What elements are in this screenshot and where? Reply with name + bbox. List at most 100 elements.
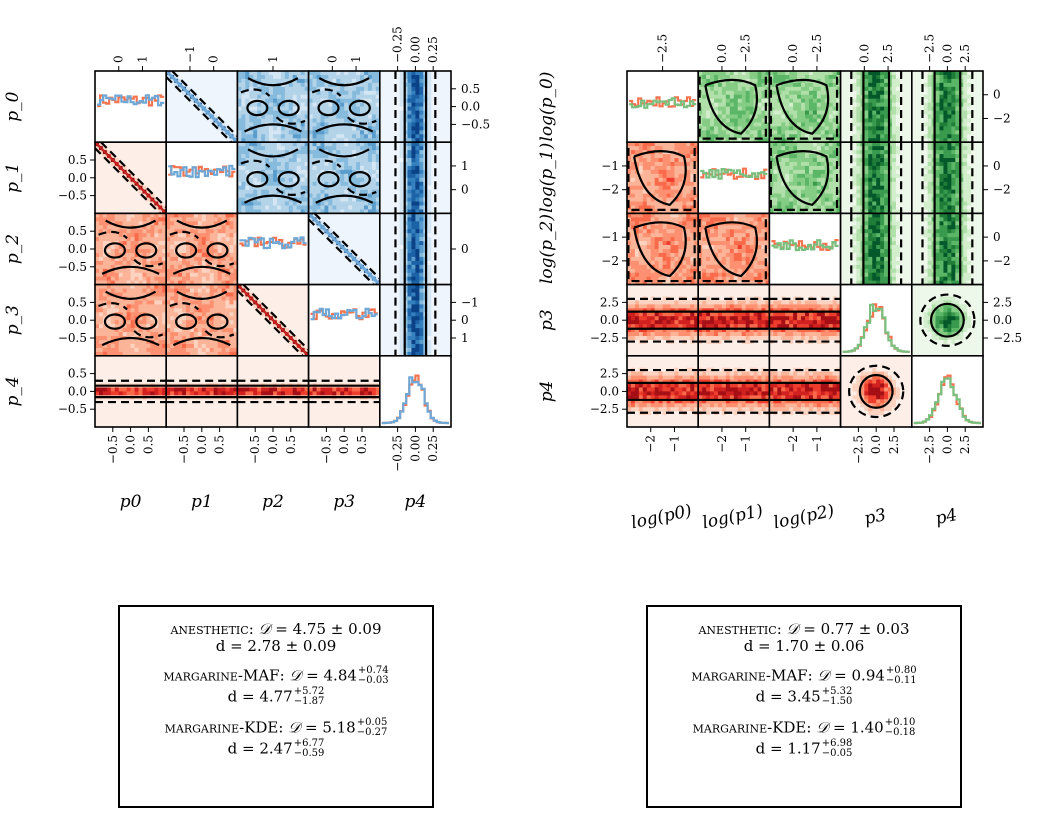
heatmap-cell — [142, 320, 147, 325]
panel-r0-c2 — [236, 70, 310, 143]
heatmap-cell — [288, 173, 294, 179]
heatmap-cell — [431, 82, 436, 88]
heatmap-cell — [170, 280, 175, 285]
heatmap-cell — [245, 300, 250, 305]
heatmap-cell — [197, 233, 203, 238]
heatmap-cell — [439, 130, 444, 135]
heatmap-cell — [245, 169, 250, 175]
heatmap-cell — [383, 74, 389, 80]
heatmap-cell — [130, 221, 135, 226]
heatmap-cell — [308, 237, 313, 242]
heatmap-cell — [371, 177, 377, 183]
heatmap-cell — [146, 324, 151, 329]
heatmap-cell — [419, 130, 424, 135]
heatmap-cell — [189, 249, 195, 254]
heatmap-cell — [217, 126, 222, 131]
heatmap-cell — [371, 130, 377, 135]
heatmap-cell — [237, 86, 242, 92]
heatmap-cell — [197, 134, 203, 139]
heatmap-cell — [439, 225, 444, 230]
heatmap-cell — [197, 312, 203, 317]
heatmap-cell — [106, 225, 112, 230]
heatmap-cell — [221, 308, 226, 313]
heatmap-cell — [379, 213, 385, 218]
heatmap-cell — [95, 158, 100, 163]
heatmap-cell — [118, 154, 123, 159]
heatmap-cell — [134, 217, 139, 222]
heatmap-cell — [95, 201, 100, 206]
heatmap-cell — [320, 94, 325, 99]
heatmap-cell — [296, 193, 301, 198]
heatmap-cell — [391, 205, 396, 210]
heatmap-cell — [344, 94, 349, 99]
heatmap-cell — [142, 272, 147, 277]
heatmap-cell — [447, 102, 452, 107]
heatmap-cell — [443, 134, 448, 139]
heatmap-cell — [146, 237, 151, 242]
heatmap-cell — [130, 272, 135, 277]
heatmap-cell — [126, 252, 131, 258]
heatmap-cell — [292, 347, 298, 353]
heatmap-cell — [300, 165, 305, 171]
heatmap-cell — [146, 347, 151, 353]
heatmap-cell — [443, 154, 448, 159]
heatmap-cell — [447, 177, 452, 183]
heatmap-cell — [419, 71, 424, 76]
heatmap-cell — [284, 351, 290, 357]
heatmap-cell — [379, 225, 385, 230]
heatmap-cell — [233, 280, 238, 285]
heatmap-cell — [106, 328, 112, 333]
heatmap-cell — [387, 150, 392, 155]
heatmap-cell — [205, 106, 211, 111]
heatmap-cell — [142, 332, 147, 337]
heatmap-cell — [261, 165, 266, 171]
heatmap-cell — [209, 71, 214, 76]
heatmap-cell — [316, 276, 321, 281]
heatmap-cell — [98, 229, 104, 234]
heatmap-cell — [296, 78, 301, 84]
heatmap-cell — [383, 221, 389, 226]
heatmap-cell — [229, 114, 234, 119]
heatmap-cell — [431, 256, 436, 262]
heatmap-cell — [411, 110, 416, 115]
heatmap-cell — [340, 217, 345, 222]
heatmap-cell — [443, 177, 448, 183]
heatmap-cell — [178, 260, 183, 266]
heatmap-cell — [292, 189, 298, 194]
heatmap-cell — [399, 90, 404, 96]
heatmap-cell — [98, 276, 104, 281]
heatmap-cell — [273, 336, 278, 341]
heatmap-cell — [292, 343, 298, 349]
heatmap-cell — [356, 86, 361, 92]
heatmap-cell — [312, 241, 317, 246]
heatmap-cell — [427, 130, 432, 135]
heatmap-cell — [185, 225, 191, 230]
contour-line — [311, 159, 377, 196]
heatmap-cell — [265, 74, 270, 80]
heatmap-cell — [371, 268, 377, 274]
heatmap-cell — [352, 146, 357, 151]
heatmap-cell — [245, 90, 250, 96]
heatmap-cell — [225, 94, 230, 99]
heatmap-cell — [336, 264, 341, 270]
heatmap-cell — [300, 308, 305, 313]
heatmap-cell — [304, 343, 309, 349]
heatmap-cell — [166, 332, 171, 337]
heatmap-cell — [391, 249, 396, 254]
heatmap-cell — [316, 225, 321, 230]
heatmap-cell — [130, 161, 135, 167]
heatmap-cell — [399, 122, 404, 127]
heatmap-cell — [371, 205, 377, 210]
heatmap-cell — [237, 288, 242, 293]
heatmap-cell — [170, 260, 175, 266]
heatmap-cell — [257, 165, 262, 171]
heatmap-cell — [443, 98, 448, 103]
heatmap-cell — [245, 98, 250, 103]
heatmap-cell — [182, 78, 187, 84]
heatmap-cell — [201, 110, 207, 115]
heatmap-cell — [110, 209, 116, 214]
heatmap-cell — [324, 90, 329, 96]
heatmap-cell — [383, 114, 389, 119]
heatmap-cell — [229, 324, 234, 329]
heatmap-cell — [114, 324, 120, 329]
